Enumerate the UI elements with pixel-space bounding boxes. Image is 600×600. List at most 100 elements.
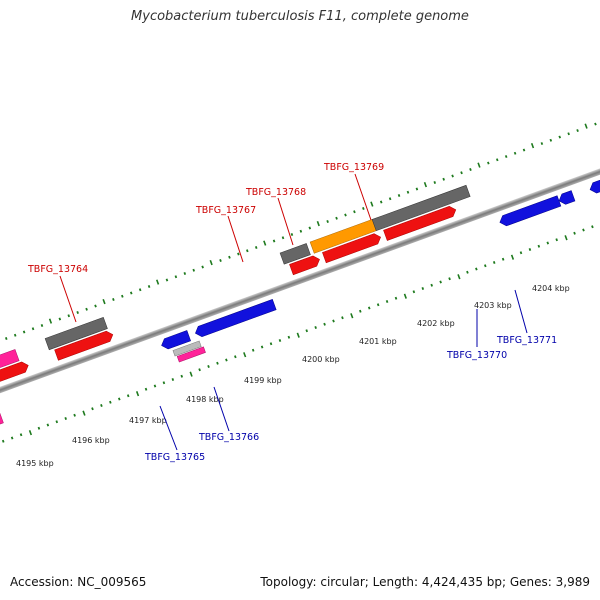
- minor-tick: [519, 251, 523, 255]
- kbp-label: 4195 kbp: [16, 459, 54, 468]
- cds-blue-3[interactable]: [498, 195, 562, 228]
- major-tick: [48, 318, 53, 324]
- minor-tick: [448, 277, 451, 281]
- minor-tick: [278, 339, 282, 342]
- minor-tick: [129, 291, 133, 295]
- cds-blue-1[interactable]: [160, 330, 191, 350]
- minor-tick: [522, 148, 526, 152]
- gene-label[interactable]: TBFG_13764: [27, 264, 88, 275]
- cds-red-5[interactable]: [383, 205, 457, 241]
- major-tick: [82, 410, 86, 416]
- minor-tick: [138, 288, 142, 292]
- gene-label[interactable]: TBFG_13771: [496, 335, 557, 346]
- cds-red-3[interactable]: [289, 254, 322, 276]
- gene-label[interactable]: TBFG_13770: [446, 350, 507, 361]
- minor-tick: [591, 225, 594, 229]
- gene-label[interactable]: TBFG_13766: [198, 432, 259, 443]
- minor-tick: [198, 368, 201, 372]
- cds-grey-3[interactable]: [371, 184, 471, 232]
- minor-tick: [246, 249, 249, 253]
- minor-tick: [504, 155, 508, 159]
- cds-pink-small[interactable]: [176, 346, 206, 363]
- cds-pink-left[interactable]: [0, 413, 4, 431]
- minor-tick: [91, 407, 94, 411]
- minor-tick: [37, 426, 41, 430]
- major-tick: [530, 143, 535, 149]
- outer-tick-ring: [4, 122, 597, 340]
- leader-line-13765: [159, 405, 178, 451]
- minor-tick: [549, 138, 553, 142]
- minor-tick: [1, 439, 5, 443]
- minor-tick: [85, 307, 88, 311]
- minor-tick: [484, 264, 487, 268]
- cds-red-4[interactable]: [322, 232, 382, 264]
- major-tick: [296, 332, 300, 338]
- cds-blue-2[interactable]: [193, 299, 277, 338]
- minor-tick: [254, 246, 258, 250]
- major-tick: [209, 259, 213, 266]
- cds-pink-1[interactable]: [0, 349, 20, 381]
- minor-tick: [109, 400, 112, 404]
- leader-line-13769: [354, 173, 372, 221]
- minor-tick: [501, 257, 505, 261]
- minor-tick: [433, 181, 437, 185]
- cds-red-1[interactable]: [0, 360, 30, 394]
- minor-tick: [314, 326, 317, 329]
- major-tick: [350, 313, 354, 319]
- minor-tick: [332, 319, 335, 323]
- minor-tick: [540, 142, 544, 146]
- major-tick: [510, 254, 515, 260]
- minor-tick: [421, 287, 425, 291]
- major-tick: [316, 220, 320, 227]
- gene-label[interactable]: TBFG_13769: [323, 162, 384, 173]
- accession-text: Accession: NC_009565: [10, 575, 147, 589]
- cds-blue-4[interactable]: [557, 190, 576, 206]
- minor-tick: [40, 324, 44, 327]
- minor-tick: [537, 244, 541, 248]
- minor-tick: [412, 290, 416, 294]
- minor-tick: [94, 304, 97, 308]
- leader-line-13768: [277, 197, 294, 246]
- minor-tick: [495, 158, 499, 162]
- minor-tick: [528, 248, 532, 252]
- minor-tick: [76, 311, 79, 314]
- cds-grey-small[interactable]: [172, 340, 202, 357]
- minor-tick: [394, 296, 398, 300]
- minor-tick: [201, 265, 204, 269]
- gene-label[interactable]: TBFG_13765: [144, 452, 205, 463]
- minor-tick: [546, 241, 550, 245]
- minor-tick: [121, 294, 124, 298]
- gene-label[interactable]: TBFG_13767: [195, 205, 256, 216]
- major-tick: [102, 298, 106, 305]
- cds-red-2[interactable]: [54, 329, 115, 361]
- gene-label[interactable]: TBFG_13768: [245, 187, 306, 198]
- inner-tick-ring: [1, 225, 594, 443]
- minor-tick: [415, 187, 419, 191]
- kbp-label: 4198 kbp: [186, 395, 224, 404]
- minor-tick: [466, 270, 469, 274]
- leader-line-13771: [514, 289, 528, 334]
- minor-tick: [183, 272, 187, 276]
- minor-tick: [513, 151, 517, 155]
- minor-tick: [192, 268, 196, 272]
- leader-line-13764: [59, 275, 77, 323]
- major-tick: [423, 181, 428, 188]
- minor-tick: [64, 417, 67, 420]
- minor-tick: [162, 381, 166, 385]
- kbp-label: 4201 kbp: [359, 337, 397, 346]
- leader-line-13767: [227, 215, 244, 263]
- minor-tick: [555, 238, 558, 242]
- major-tick: [564, 235, 568, 241]
- cds-grey-1[interactable]: [44, 316, 108, 351]
- cds-grey-2[interactable]: [279, 243, 311, 265]
- minor-tick: [260, 345, 264, 349]
- minor-tick: [171, 378, 175, 381]
- kbp-label: 4203 kbp: [474, 301, 512, 310]
- cds-blue-5[interactable]: [588, 157, 600, 195]
- map-frame: [0, 122, 600, 443]
- kbp-label: 4204 kbp: [532, 284, 570, 293]
- kbp-label: 4199 kbp: [244, 376, 282, 385]
- genome-backbone: [0, 147, 600, 428]
- minor-tick: [487, 161, 490, 165]
- minor-tick: [22, 330, 26, 334]
